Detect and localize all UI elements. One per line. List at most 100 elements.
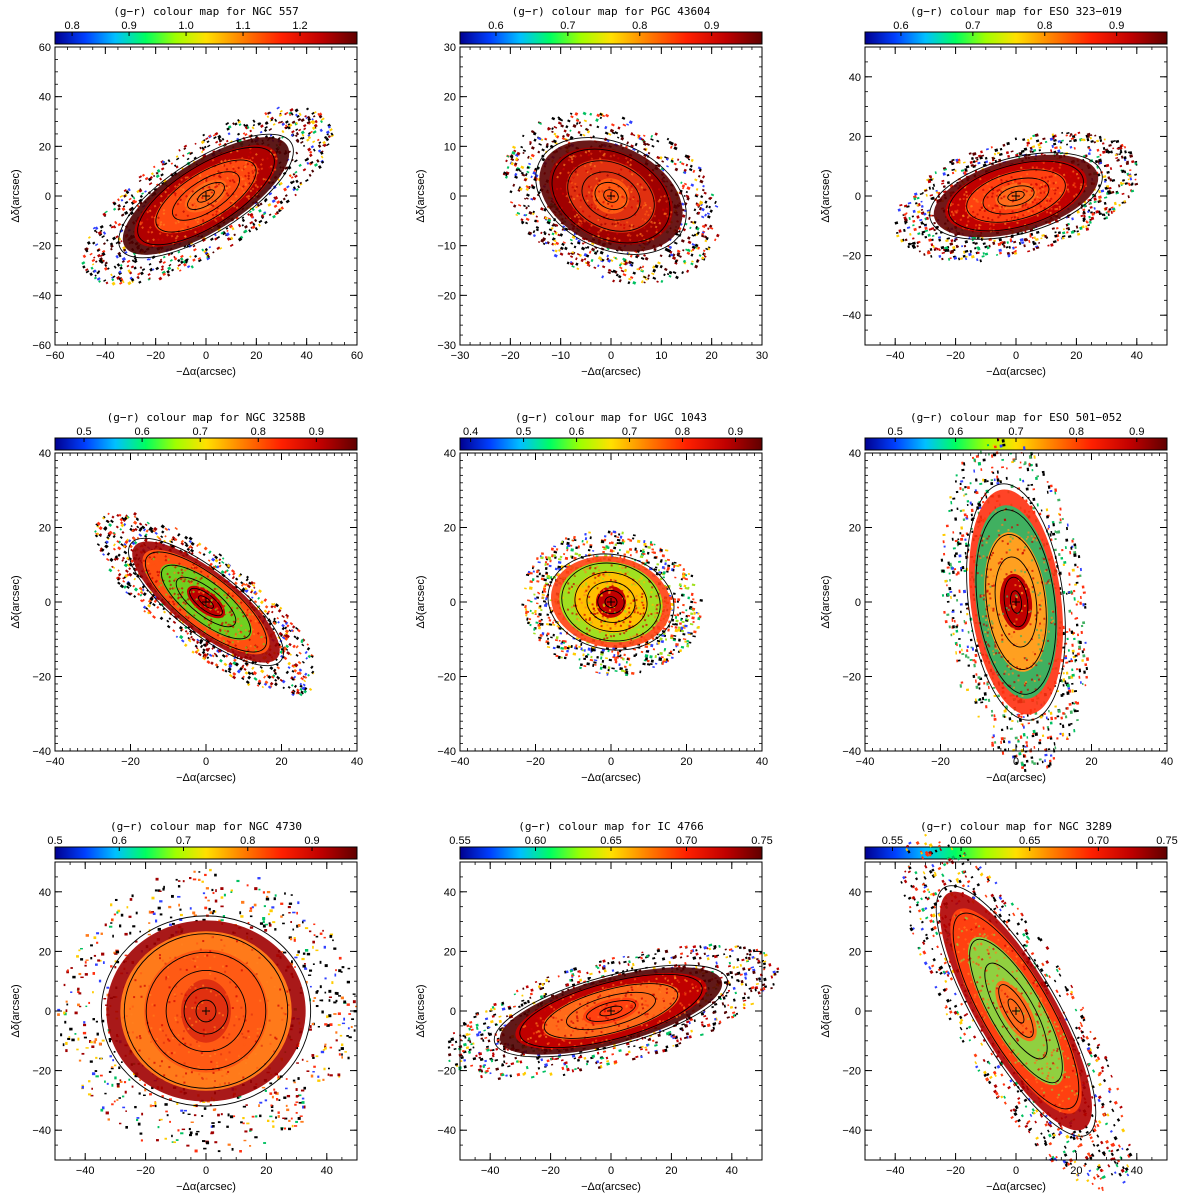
halo-speck bbox=[521, 134, 525, 138]
disk-texture bbox=[207, 185, 211, 189]
halo-speck bbox=[619, 143, 623, 147]
disk-texture bbox=[166, 218, 170, 222]
halo-speck bbox=[559, 233, 564, 237]
disk-texture bbox=[164, 190, 167, 194]
halo-speck bbox=[177, 258, 181, 263]
disk-texture bbox=[182, 188, 185, 191]
halo-speck bbox=[228, 224, 233, 229]
halo-speck bbox=[213, 136, 217, 140]
halo-speck bbox=[96, 277, 101, 281]
halo-speck bbox=[104, 263, 108, 268]
halo-speck bbox=[95, 230, 98, 234]
halo-speck bbox=[694, 178, 698, 182]
y-tick-label: 0 bbox=[855, 191, 861, 203]
disk-texture bbox=[247, 171, 251, 175]
halo-speck bbox=[588, 250, 592, 254]
halo-speck bbox=[690, 262, 694, 266]
halo-speck bbox=[238, 123, 242, 127]
halo-speck bbox=[94, 274, 97, 277]
halo-speck bbox=[709, 226, 714, 230]
disk-texture bbox=[215, 219, 219, 223]
halo-speck bbox=[285, 125, 290, 130]
halo-speck bbox=[628, 120, 633, 125]
halo-speck bbox=[575, 262, 579, 266]
halo-speck bbox=[277, 209, 282, 213]
halo-speck bbox=[543, 230, 546, 234]
disk-texture bbox=[242, 172, 246, 176]
halo-speck bbox=[702, 184, 705, 188]
halo-speck bbox=[237, 120, 242, 124]
halo-speck bbox=[133, 266, 137, 270]
disk-texture bbox=[160, 238, 164, 241]
halo-speck bbox=[127, 281, 132, 286]
halo-speck bbox=[249, 129, 253, 133]
y-tick-label: 10 bbox=[444, 141, 456, 153]
halo-speck bbox=[159, 258, 163, 261]
halo-speck bbox=[180, 260, 184, 264]
halo-speck bbox=[692, 169, 696, 173]
halo-speck bbox=[632, 280, 637, 285]
disk-texture bbox=[235, 206, 239, 210]
halo-speck bbox=[513, 149, 517, 153]
halo-speck bbox=[287, 126, 291, 130]
halo-speck bbox=[99, 224, 104, 229]
y-axis-label: Δδ(arcsec) bbox=[10, 169, 22, 222]
disk-texture bbox=[194, 218, 198, 221]
y-tick-label: −40 bbox=[842, 310, 861, 322]
y-axis-label: Δδ(arcsec) bbox=[415, 169, 427, 222]
halo-speck bbox=[304, 115, 307, 118]
disk-texture bbox=[260, 167, 264, 171]
halo-speck bbox=[158, 276, 163, 281]
halo-speck bbox=[690, 220, 693, 224]
disk-texture bbox=[184, 222, 187, 226]
halo-speck bbox=[268, 128, 273, 131]
disk-texture bbox=[262, 172, 266, 176]
disk-texture bbox=[215, 213, 218, 217]
x-tick-label: 20 bbox=[706, 350, 718, 362]
halo-speck bbox=[313, 163, 318, 167]
disk-texture bbox=[268, 166, 271, 169]
disk-texture bbox=[180, 178, 183, 182]
halo-speck bbox=[524, 197, 527, 200]
halo-speck bbox=[532, 234, 536, 238]
halo-speck bbox=[257, 122, 261, 126]
x-tick-label: −10 bbox=[551, 350, 570, 362]
halo-speck bbox=[309, 153, 313, 158]
halo-speck bbox=[636, 150, 639, 154]
halo-speck bbox=[562, 225, 566, 228]
halo-speck bbox=[173, 164, 177, 168]
disk-texture bbox=[176, 202, 180, 206]
halo-speck bbox=[330, 132, 334, 136]
halo-speck bbox=[630, 132, 634, 136]
disk-texture bbox=[187, 195, 191, 199]
halo-speck bbox=[178, 149, 181, 152]
disk-texture bbox=[254, 157, 258, 161]
halo-speck bbox=[94, 243, 99, 247]
y-tick-label: −30 bbox=[437, 340, 456, 352]
halo-speck bbox=[129, 211, 134, 216]
halo-speck bbox=[93, 276, 97, 280]
halo-speck bbox=[201, 248, 205, 252]
halo-speck bbox=[193, 156, 197, 160]
halo-speck bbox=[112, 207, 117, 211]
disk-texture bbox=[232, 204, 236, 208]
colorbar bbox=[54, 437, 358, 451]
halo-speck bbox=[130, 194, 134, 198]
halo-speck bbox=[308, 173, 312, 177]
halo-speck bbox=[703, 191, 707, 195]
y-tick-label: 20 bbox=[444, 92, 456, 104]
disk-texture bbox=[261, 158, 265, 162]
halo-speck bbox=[107, 267, 110, 270]
halo-speck bbox=[281, 122, 286, 126]
halo-speck bbox=[551, 242, 555, 246]
halo-speck bbox=[694, 243, 699, 248]
disk-texture bbox=[143, 236, 147, 240]
halo-speck bbox=[116, 263, 121, 267]
halo-speck bbox=[307, 132, 311, 135]
disk-texture bbox=[231, 178, 235, 182]
disk-texture bbox=[150, 230, 154, 234]
halo-speck bbox=[119, 194, 124, 198]
halo-speck bbox=[232, 122, 235, 126]
halo-speck bbox=[301, 133, 305, 137]
x-axis-label: −Δα(arcsec) bbox=[986, 366, 1046, 378]
